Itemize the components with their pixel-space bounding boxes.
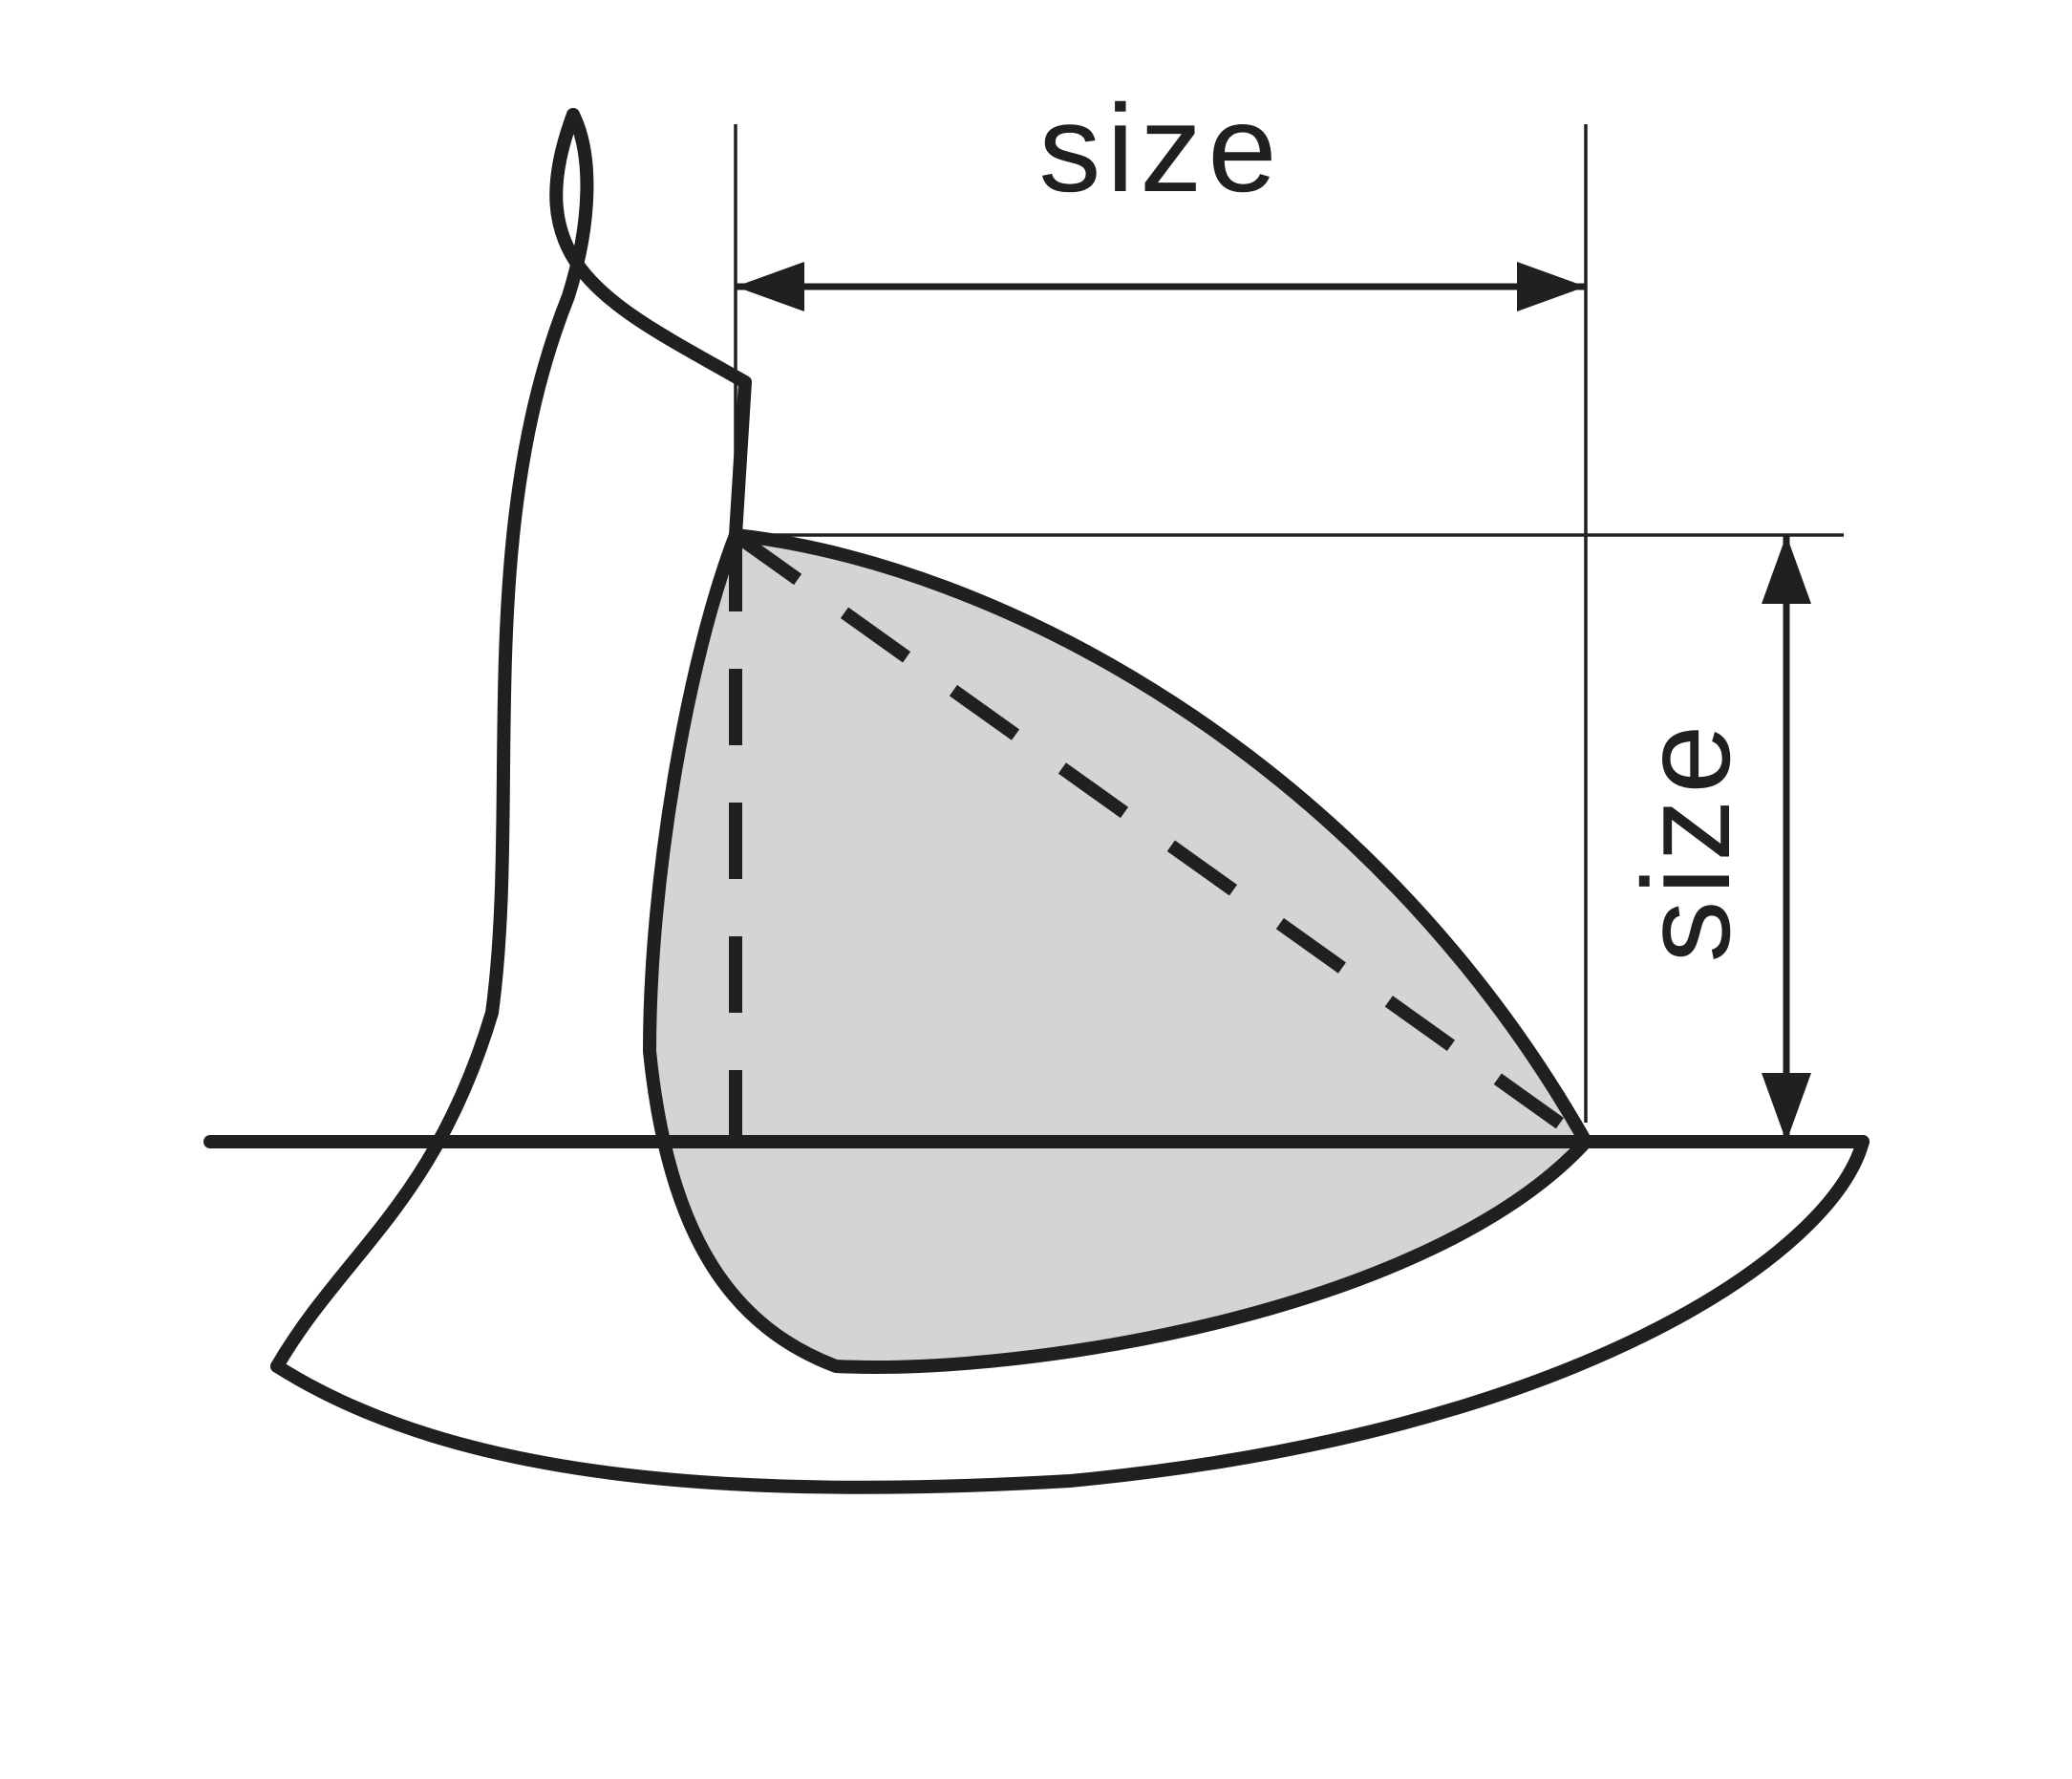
- v-dimension-label: size: [1616, 718, 1756, 962]
- h-dimension-label: size: [1038, 78, 1282, 218]
- arrowhead: [1762, 535, 1811, 604]
- arrowhead: [1762, 1073, 1811, 1142]
- arrowhead: [736, 262, 804, 311]
- left-outline: [277, 115, 587, 1366]
- arrowhead: [1517, 262, 1586, 311]
